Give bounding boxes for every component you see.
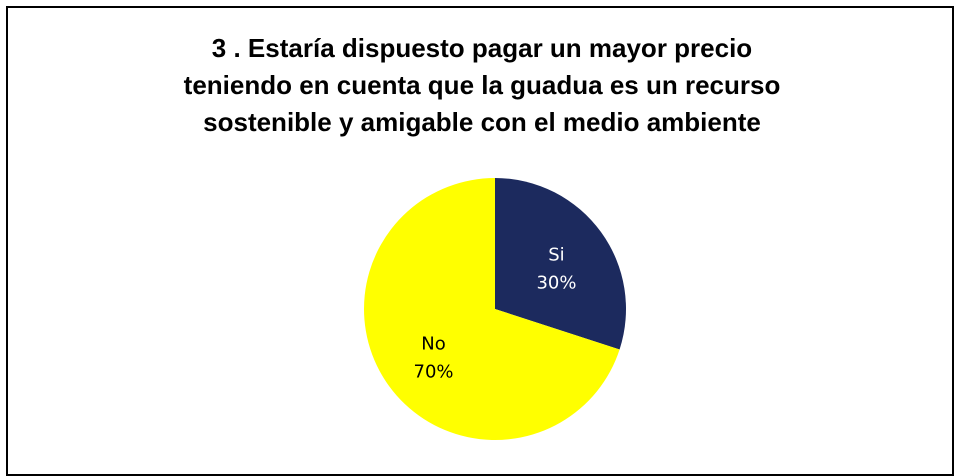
pie-label-no: No [421,334,445,355]
chart-title-line: 3 . Estaría dispuesto pagar un mayor pre… [211,33,753,63]
chart-title-line: sostenible y amigable con el medio ambie… [203,107,761,137]
pie-percent-no: 70% [414,362,454,383]
chart-title-line: teniendo en cuenta que la guadua es un r… [183,70,781,100]
pie-slice-no [363,178,620,440]
pie-percent-si: 30% [536,272,576,293]
pie-slice-si [495,178,626,350]
chart-title: 3 . Estaría dispuesto pagar un mayor pre… [8,30,956,141]
pie-label-si: Si [548,244,564,265]
